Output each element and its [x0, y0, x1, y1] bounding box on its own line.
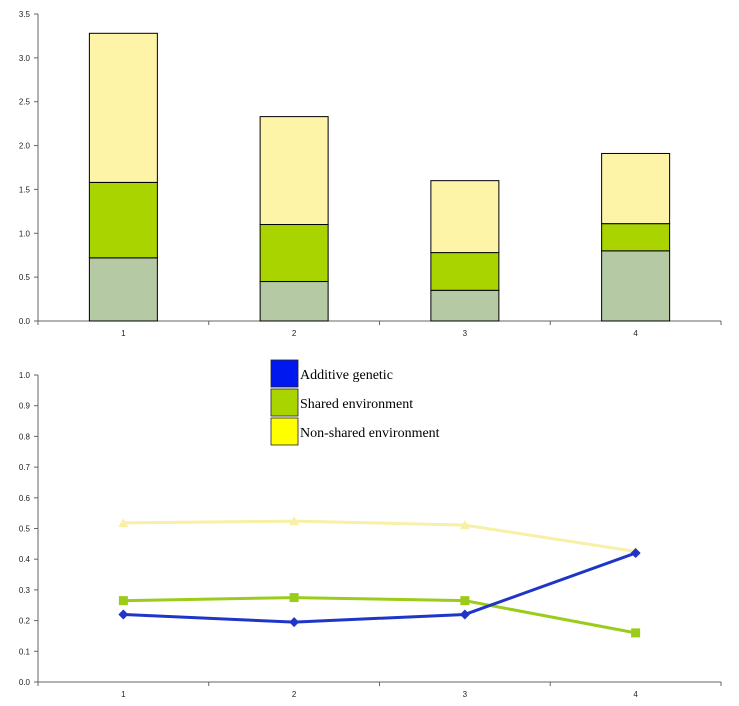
line-y-tick-label: 0.3	[19, 586, 31, 595]
series-marker-3-3	[459, 520, 470, 530]
series-line-3	[123, 519, 636, 554]
line-y-tick-label: 0.2	[19, 617, 31, 626]
series-marker-2-4	[631, 628, 641, 638]
legend-label-3: Non-shared environment	[300, 426, 440, 441]
bar-x-tick-label: 3	[463, 329, 468, 338]
series-marker-3-2	[289, 516, 300, 526]
line-y-tick-label: 0.9	[19, 402, 31, 411]
series-marker-1-2	[289, 617, 300, 628]
bar-segment-2-1	[259, 281, 329, 322]
bar-y-tick-label: 0.5	[19, 273, 31, 282]
bar-y-tick-label: 1.0	[19, 229, 31, 238]
bar-segment-3-2	[430, 252, 500, 291]
bar-segment-4-2	[601, 223, 671, 252]
series-line-1	[123, 551, 637, 624]
bar-x-tick-label: 1	[121, 329, 126, 338]
bar-segment-4-3	[601, 152, 671, 225]
line-x-tick-label: 2	[292, 690, 297, 699]
legend-swatch-3	[270, 417, 299, 446]
bar-x-tick-label: 4	[633, 329, 638, 338]
legend-label-2: Shared environment	[300, 397, 413, 412]
bar-y-tick-label: 3.0	[19, 54, 31, 63]
line-y-tick-label: 0.6	[19, 494, 31, 503]
line-y-tick-label: 0.4	[19, 555, 31, 564]
line-y-tick-label: 0.0	[19, 678, 31, 687]
bar-y-tick-label: 2.5	[19, 98, 31, 107]
bar-y-tick-label: 0.0	[19, 317, 31, 326]
line-y-tick-label: 0.7	[19, 463, 31, 472]
line-x-tick-label: 3	[463, 690, 468, 699]
legend-label-1: Additive genetic	[300, 368, 393, 383]
bar-segment-1-3	[88, 32, 158, 183]
line-y-tick-label: 0.1	[19, 647, 31, 656]
series-marker-1-3	[459, 609, 470, 620]
bar-chart: 0.0 0.5 1.0 1.5 2.0 2.5 3.0 3.5 1 2 3 4	[19, 10, 722, 338]
bar-segment-3-3	[430, 180, 500, 254]
series-marker-1-4	[630, 548, 641, 559]
bar-segment-2-2	[259, 224, 329, 283]
series-marker-2-3	[460, 596, 470, 606]
line-x-tick-label: 1	[121, 690, 126, 699]
series-marker-2-2	[289, 593, 299, 603]
bar-segment-1-2	[88, 181, 158, 259]
bar-segment-2-3	[259, 116, 329, 226]
bar-segment-4-1	[601, 250, 671, 322]
bar-y-tick-label: 3.5	[19, 10, 31, 19]
legend-swatch-2	[270, 388, 299, 417]
bar-y-tick-label: 1.5	[19, 185, 31, 194]
series-marker-3-1	[118, 517, 129, 527]
bar-segment-1-1	[88, 257, 158, 322]
line-x-tick-label: 4	[633, 690, 638, 699]
line-chart: 0.0 0.1 0.2 0.3 0.4 0.5 0.6 0.7 0.8 0.9 1.0 1 2 3 4	[19, 371, 722, 699]
legend: Additive genetic Shared environment Non-sh…	[270, 359, 440, 446]
bar-segment-3-1	[430, 289, 500, 322]
bar-x-tick-label: 2	[292, 329, 297, 338]
legend-swatch-1	[270, 359, 299, 388]
bar-y-tick-label: 2.0	[19, 142, 31, 151]
series-marker-1-1	[118, 609, 129, 620]
line-y-tick-label: 1.0	[19, 371, 31, 380]
series-marker-2-1	[118, 596, 128, 606]
line-y-tick-label: 0.5	[19, 525, 31, 534]
series-line-2	[123, 596, 636, 635]
line-y-tick-label: 0.8	[19, 432, 31, 441]
